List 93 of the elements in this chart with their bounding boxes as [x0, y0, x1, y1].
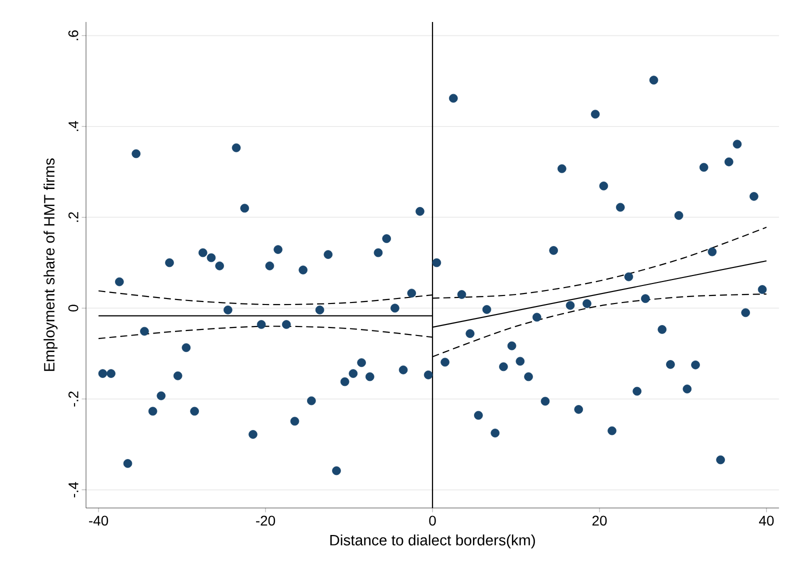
x-tick-label: -20: [256, 516, 276, 526]
point: [649, 76, 658, 85]
point: [432, 258, 442, 268]
y-tick-label: .6: [68, 30, 78, 40]
point: [524, 372, 533, 382]
point: [115, 277, 124, 286]
point: [482, 305, 492, 314]
y-tick-label: 0: [68, 304, 78, 312]
point: [190, 406, 199, 416]
point: [332, 466, 341, 476]
point: [132, 149, 141, 158]
point: [398, 366, 408, 374]
point: [324, 250, 333, 259]
point: [516, 356, 525, 366]
point: [298, 266, 308, 274]
point: [608, 426, 616, 436]
x-tick-label: 40: [759, 516, 774, 526]
point: [282, 320, 291, 329]
point: [165, 258, 174, 268]
point: [274, 245, 282, 254]
point: [490, 428, 500, 438]
point: [182, 343, 191, 352]
x-tick-label: 0: [429, 516, 436, 526]
point: [206, 253, 216, 262]
point: [357, 358, 366, 368]
point: [641, 294, 650, 303]
y-tick-label: -.4: [68, 482, 78, 498]
point: [507, 341, 516, 350]
point: [448, 94, 458, 103]
point: [232, 143, 241, 152]
point: [315, 306, 324, 314]
point: [716, 455, 725, 464]
point: [307, 396, 316, 406]
point: [466, 329, 474, 338]
point: [256, 320, 266, 329]
point: [156, 391, 166, 400]
point: [674, 211, 684, 220]
point: [440, 358, 450, 367]
point: [682, 384, 692, 394]
point: [198, 248, 208, 258]
point: [691, 360, 700, 370]
point: [632, 386, 642, 396]
point: [582, 299, 592, 308]
point: [140, 326, 149, 336]
point: [265, 261, 274, 270]
point: [658, 325, 667, 334]
point: [365, 372, 374, 382]
point: [499, 362, 508, 372]
point: [574, 405, 584, 414]
point: [148, 406, 158, 416]
point: [106, 369, 116, 378]
point: [708, 247, 717, 256]
point: [532, 312, 542, 322]
y-axis-title: Employment share of HMT firms: [44, 158, 58, 371]
point: [290, 416, 300, 426]
point: [215, 261, 224, 270]
point: [724, 157, 734, 166]
point: [173, 371, 182, 380]
point: [248, 430, 258, 439]
point: [374, 248, 383, 258]
point: [590, 110, 600, 119]
point: [240, 204, 250, 213]
y-tick-label: -.2: [68, 392, 78, 406]
point: [390, 304, 400, 313]
point: [540, 396, 550, 406]
point: [741, 308, 750, 318]
point: [224, 306, 232, 314]
point: [424, 370, 433, 380]
x-tick-label: 20: [592, 516, 607, 526]
point: [750, 192, 758, 201]
point: [474, 410, 483, 420]
point: [616, 202, 625, 212]
point: [340, 377, 350, 386]
point: [624, 272, 634, 282]
point: [416, 206, 424, 216]
point: [549, 246, 558, 255]
point: [758, 285, 767, 294]
point: [699, 162, 708, 172]
point: [457, 290, 466, 299]
point: [558, 164, 566, 174]
y-tick-label: .4: [68, 121, 78, 131]
point: [123, 459, 132, 468]
x-axis-title: Distance to dialect borders(km): [330, 534, 535, 548]
point: [98, 369, 108, 378]
point: [382, 234, 391, 244]
point: [407, 288, 416, 298]
point: [348, 369, 358, 378]
point: [566, 301, 575, 310]
point: [666, 360, 675, 369]
x-tick-label: -40: [89, 516, 108, 526]
y-tick-label: .2: [68, 212, 78, 222]
point: [732, 140, 742, 149]
point: [599, 182, 608, 190]
